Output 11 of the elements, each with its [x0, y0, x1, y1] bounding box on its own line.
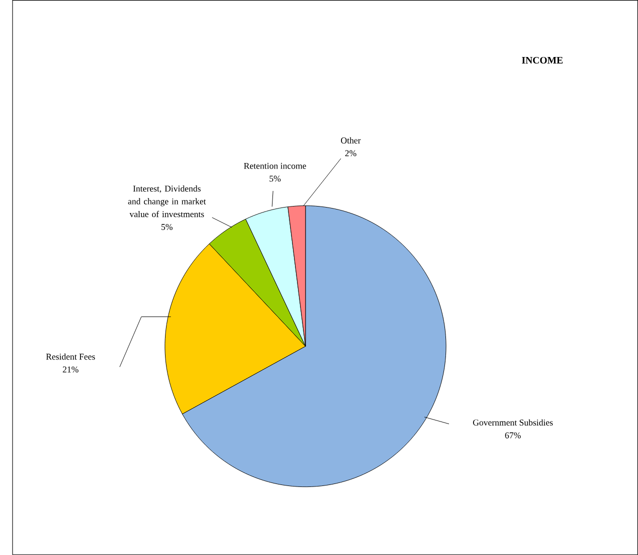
slice-label: Interest, Dividends and change in market value of investments: [128, 185, 206, 218]
data-label: 21%: [62, 366, 78, 373]
data-label: 2%: [345, 150, 356, 156]
data-label: 5%: [270, 176, 281, 182]
slice-label: Other: [341, 137, 361, 144]
slice-label: Resident Fees: [46, 353, 95, 360]
data-label: 5%: [162, 224, 173, 230]
chart-title: INCOME: [522, 56, 563, 64]
data-label: 67%: [505, 432, 521, 438]
slice-label: Retention income: [244, 162, 306, 169]
slice-label: Government Subsidies: [473, 419, 553, 426]
